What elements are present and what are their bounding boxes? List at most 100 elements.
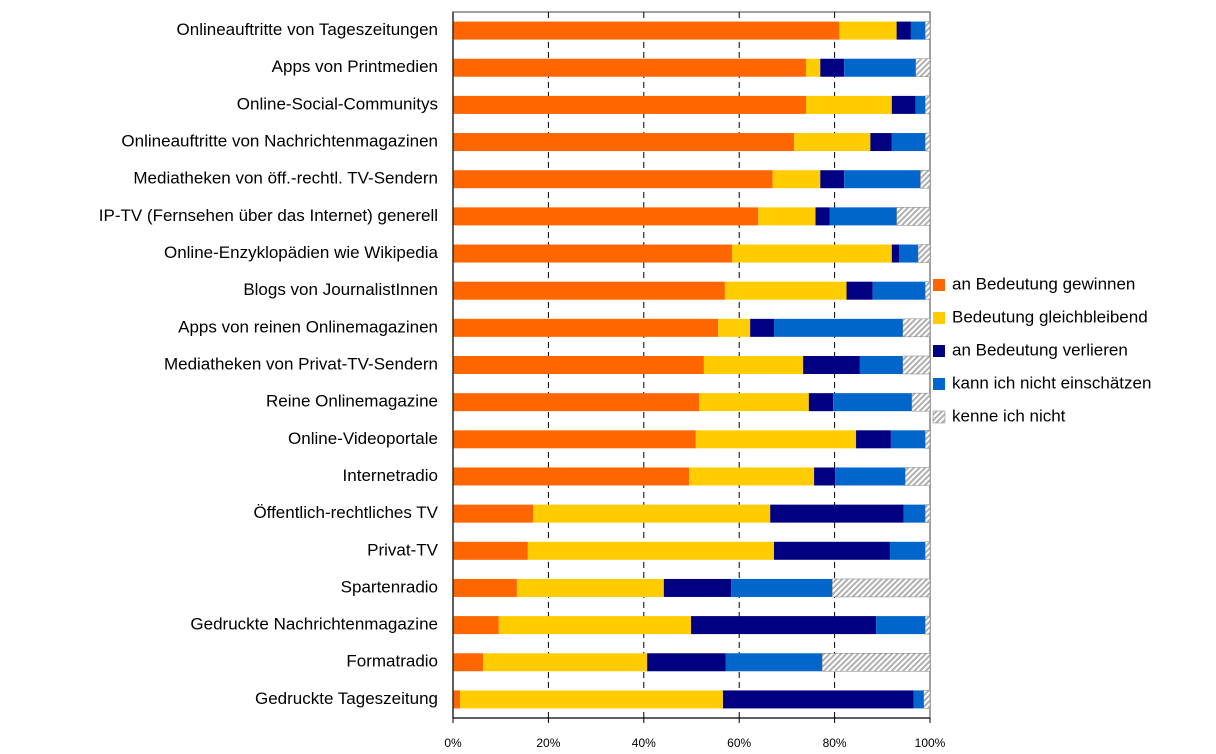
legend-label: Bedeutung gleichbleibend <box>952 307 1148 326</box>
bar-segment <box>814 467 836 486</box>
bar-segment <box>808 393 834 412</box>
bar-segment <box>453 653 484 672</box>
bar-segment <box>896 21 911 40</box>
bar-segment <box>924 281 931 300</box>
bar-segment <box>453 541 528 560</box>
bar-segment <box>794 133 871 152</box>
bar-segment <box>453 281 725 300</box>
bar-segment <box>889 541 926 560</box>
bar-segment <box>453 616 499 635</box>
bar-segment <box>829 207 897 226</box>
bar-segment <box>453 690 461 709</box>
bar-segment <box>718 318 751 337</box>
bar-segment <box>835 467 906 486</box>
bar-segment <box>703 356 804 374</box>
category-label: Internetradio <box>343 466 438 485</box>
bar-segment <box>820 170 845 189</box>
category-label: Online-Enzyklopädien wie Wikipedia <box>164 243 439 262</box>
bar-segment <box>516 578 664 597</box>
bar-segment <box>898 244 919 263</box>
category-label: Mediatheken von öff.-rechtl. TV-Sendern <box>133 169 438 188</box>
bar-segment <box>876 616 926 635</box>
bar-segment <box>647 653 726 672</box>
bar-segment <box>911 392 931 412</box>
bar-segment <box>917 244 931 263</box>
category-label: Öffentlich-rechtliches TV <box>253 503 438 522</box>
category-label: Privat-TV <box>367 540 439 559</box>
bar-segment <box>924 95 931 115</box>
bar-segment <box>839 21 897 40</box>
bar-segment <box>904 467 931 486</box>
category-label: Online-Social-Communitys <box>237 94 438 113</box>
bar-segment <box>453 578 517 597</box>
bar-segment <box>695 430 857 449</box>
legend-swatch <box>933 345 945 357</box>
bar-segment <box>453 504 534 523</box>
bar-segment <box>699 393 809 412</box>
bar-segment <box>691 616 877 635</box>
bar-segment <box>821 653 931 672</box>
bar-segment <box>732 244 892 263</box>
bar-segment <box>803 356 860 374</box>
x-tick-label: 60% <box>727 736 751 750</box>
bar-segment <box>805 58 821 77</box>
bar-segment <box>915 95 926 114</box>
category-label: IP-TV (Fernsehen über das Internet) gene… <box>99 206 438 225</box>
bar-segment <box>774 318 903 337</box>
bar-segment <box>870 133 892 152</box>
category-label: Blogs von JournalistInnen <box>243 280 438 299</box>
bar-segment <box>891 133 926 152</box>
bar-segment <box>913 690 924 709</box>
bar-segment <box>722 690 914 709</box>
category-label: Formatradio <box>346 652 438 671</box>
bar-segment <box>527 541 775 560</box>
bar-segment <box>872 281 926 300</box>
bar-segment <box>833 393 912 412</box>
bar-segment <box>758 207 816 226</box>
legend-label: an Bedeutung verlieren <box>952 340 1128 359</box>
bar-segment <box>453 430 696 449</box>
bar-segment <box>453 21 840 40</box>
category-label: Online-Videoportale <box>288 429 438 448</box>
bar-segment <box>663 578 732 597</box>
legend-swatch <box>932 410 946 424</box>
bar-segment <box>453 95 806 114</box>
bar-segment <box>453 133 795 152</box>
legend-label: kann ich nicht einschätzen <box>952 373 1151 392</box>
legend-swatch <box>933 279 945 291</box>
x-tick-label: 100% <box>915 736 946 750</box>
category-label: Mediatheken von Privat-TV-Sendern <box>164 354 438 373</box>
bar-segment <box>460 690 723 709</box>
bar-segment <box>844 170 921 189</box>
bar-segment <box>498 616 692 635</box>
bar-segment <box>533 504 771 523</box>
bar-segment <box>815 207 830 226</box>
bar-segment <box>903 504 926 523</box>
category-label: Spartenradio <box>341 577 438 596</box>
bar-segment <box>902 318 931 338</box>
bar-segment <box>805 95 892 114</box>
bar-segment <box>924 132 931 152</box>
bar-segment <box>772 170 821 189</box>
x-tick-label: 80% <box>823 736 847 750</box>
bar-segment <box>453 207 759 226</box>
category-label: Apps von Printmedien <box>272 57 438 76</box>
bar-segment <box>453 170 773 189</box>
category-label: Onlineauftritte von Tageszeitungen <box>177 20 438 39</box>
bar-segment <box>689 467 815 486</box>
bar-segment <box>890 430 926 449</box>
bar-segment <box>453 58 806 77</box>
category-label: Onlineauftritte von Nachrichtenmagazinen <box>121 132 438 151</box>
bar-segment <box>820 58 845 77</box>
bar-segment <box>915 58 931 77</box>
bar-segment <box>731 578 833 597</box>
x-tick-label: 40% <box>632 736 656 750</box>
bar-segment <box>774 541 890 560</box>
bar-segment <box>453 244 733 263</box>
bar-segment <box>891 244 899 263</box>
bar-segment <box>859 356 903 374</box>
bar-segment <box>856 430 891 449</box>
bar-segment <box>924 430 931 449</box>
bar-segment <box>483 653 648 672</box>
